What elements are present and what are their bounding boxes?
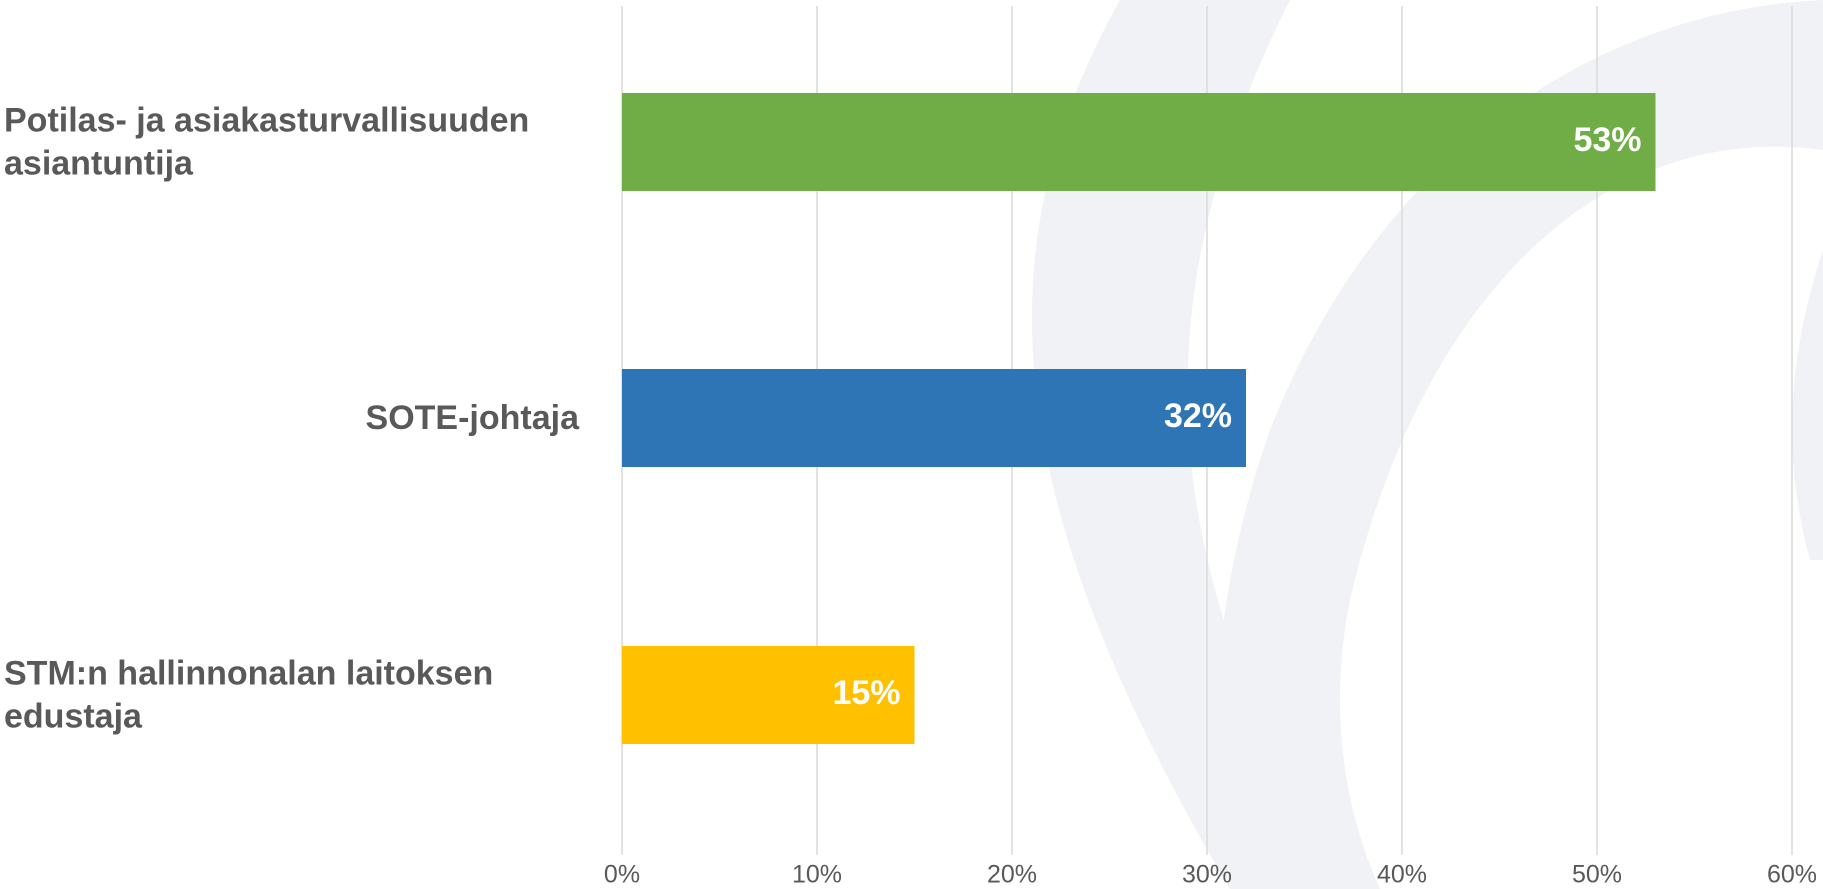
x-tick-label: 10% — [792, 861, 842, 889]
x-tick-label: 40% — [1377, 861, 1427, 889]
data-label: 32% — [1164, 397, 1232, 435]
watermark — [1792, 250, 1823, 560]
bar — [622, 93, 1656, 191]
category-label: STM:n hallinnonalan laitoksen edustaja — [4, 654, 494, 736]
x-tick-label: 0% — [604, 861, 640, 889]
x-tick-label: 30% — [1182, 861, 1232, 889]
x-tick-label: 20% — [987, 861, 1037, 889]
category-label: SOTE-johtaja — [365, 398, 579, 437]
data-label: 15% — [832, 674, 900, 712]
data-label: 53% — [1573, 121, 1641, 159]
x-tick-label: 60% — [1767, 861, 1817, 889]
bar — [622, 646, 915, 744]
x-tick-label: 50% — [1572, 861, 1622, 889]
bar — [622, 369, 1246, 467]
category-label: Potilas- ja asiakasturvallisuuden asiant… — [4, 101, 530, 183]
watermark — [1031, 0, 1350, 889]
